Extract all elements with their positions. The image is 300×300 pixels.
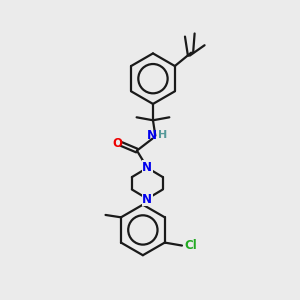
Text: N: N [142, 193, 152, 206]
Text: N: N [142, 161, 152, 174]
Text: H: H [158, 130, 167, 140]
Text: O: O [112, 137, 122, 150]
Text: Cl: Cl [184, 239, 197, 252]
Text: N: N [146, 129, 157, 142]
